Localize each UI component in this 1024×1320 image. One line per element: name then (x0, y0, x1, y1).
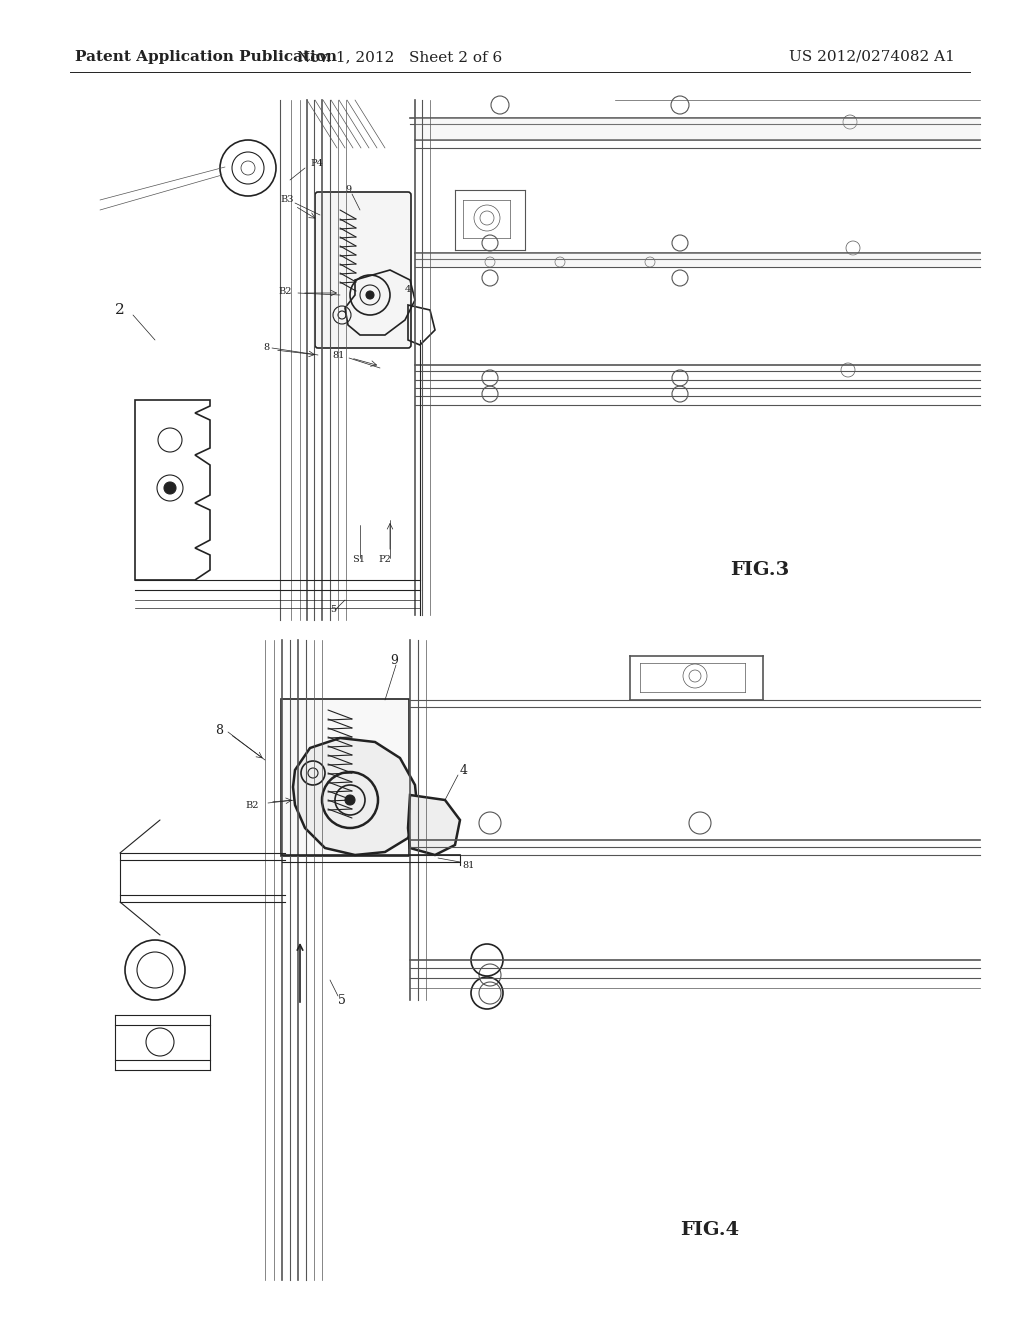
Text: B3: B3 (280, 195, 294, 205)
Circle shape (345, 795, 355, 805)
Text: 5: 5 (330, 606, 336, 615)
FancyBboxPatch shape (281, 700, 409, 855)
Text: 5: 5 (338, 994, 346, 1006)
Text: B2: B2 (278, 288, 292, 297)
Text: 4: 4 (460, 763, 468, 776)
Text: P4: P4 (310, 158, 323, 168)
Text: 9: 9 (345, 186, 351, 194)
Text: Nov. 1, 2012   Sheet 2 of 6: Nov. 1, 2012 Sheet 2 of 6 (297, 50, 503, 63)
Text: 8: 8 (215, 723, 223, 737)
Polygon shape (408, 795, 460, 855)
Text: P2: P2 (378, 556, 391, 565)
Text: 9: 9 (390, 653, 398, 667)
Text: 81: 81 (332, 351, 344, 359)
Text: FIG.4: FIG.4 (680, 1221, 739, 1239)
Text: 81: 81 (462, 861, 474, 870)
Circle shape (366, 290, 374, 300)
Text: 4: 4 (406, 285, 412, 294)
Text: 2: 2 (115, 304, 125, 317)
Text: 8: 8 (263, 342, 269, 351)
Text: S1: S1 (352, 556, 365, 565)
FancyBboxPatch shape (315, 191, 411, 348)
Text: FIG.3: FIG.3 (730, 561, 790, 579)
Polygon shape (293, 738, 418, 855)
Circle shape (164, 482, 176, 494)
Text: US 2012/0274082 A1: US 2012/0274082 A1 (790, 50, 955, 63)
Text: B2: B2 (245, 800, 258, 809)
Text: Patent Application Publication: Patent Application Publication (75, 50, 337, 63)
